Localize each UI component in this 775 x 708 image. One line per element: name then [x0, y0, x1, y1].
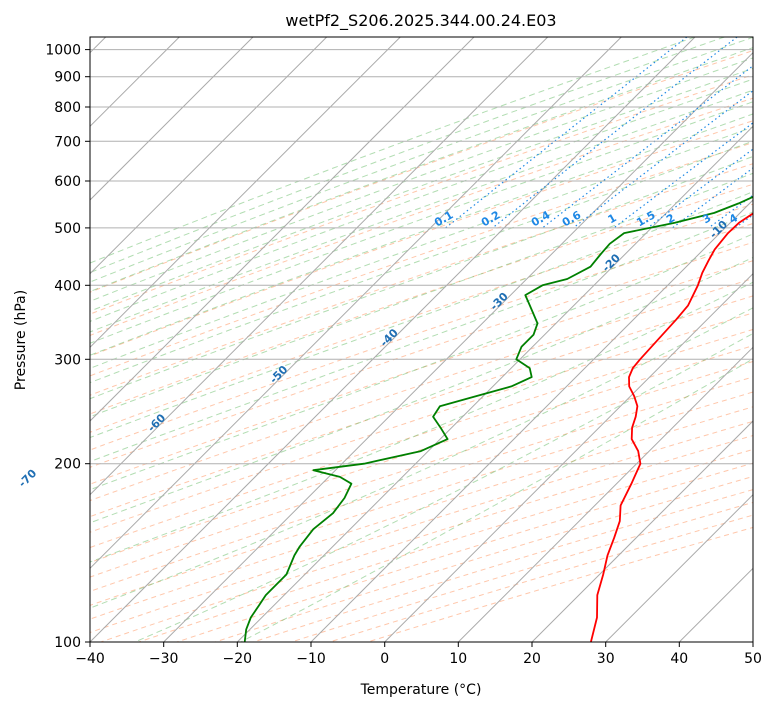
isotherm-line — [90, 37, 696, 642]
mixing-ratio-line — [492, 37, 738, 229]
x-tick-label: 30 — [597, 651, 615, 667]
moist-adiabat-line — [90, 101, 753, 344]
moist-adiabat-line — [90, 37, 725, 274]
x-tick-label: −40 — [75, 651, 105, 667]
dry-adiabat-line — [90, 345, 753, 564]
temperature-profile-line — [590, 212, 753, 642]
isotherm-line — [236, 125, 753, 642]
moist-adiabat-line — [90, 37, 753, 283]
moist-adiabat-line — [90, 256, 753, 524]
dewpoint-profile-line — [243, 195, 753, 642]
x-tick-label: −20 — [223, 651, 253, 667]
chart-title: wetPf2_S206.2025.344.00.24.E03 — [285, 11, 556, 31]
moist-adiabat-line — [90, 57, 753, 302]
moist-adiabat-line — [90, 47, 753, 293]
background-lines — [90, 37, 753, 642]
isotherm-label: -70 — [16, 467, 39, 490]
x-tick-label: 50 — [744, 651, 762, 667]
isotherm-line — [90, 37, 401, 349]
dry-adiabat-line — [90, 260, 753, 485]
profile-series — [243, 195, 753, 642]
isotherm-line — [457, 346, 753, 642]
isotherm-line — [752, 641, 753, 642]
moist-adiabat-line — [90, 37, 696, 264]
mixing-ratio-line — [647, 148, 753, 229]
pressure-gridlines — [90, 49, 753, 642]
y-tick-label: 1000 — [45, 43, 81, 59]
y-tick-label: 200 — [54, 457, 81, 473]
moist-adiabat-line — [90, 89, 753, 333]
isotherm-line — [605, 493, 753, 642]
isotherm-line — [90, 37, 475, 422]
y-tick-label: 800 — [54, 100, 81, 116]
moist-adiabat-line — [90, 233, 753, 491]
y-tick-label: 700 — [54, 134, 81, 150]
moist-adiabat-line — [240, 358, 753, 642]
isotherm-line — [531, 420, 753, 642]
moist-adiabat-line — [90, 155, 753, 400]
moist-adiabat-line — [90, 191, 753, 439]
dry-adiabat-line — [90, 241, 753, 468]
isotherm-line — [310, 199, 753, 642]
axes-ticks: −40 −30 −20 −10 0 10 20 30 40 50 100 200 300 400 500 60… — [45, 43, 762, 667]
x-tick-label: 10 — [449, 651, 467, 667]
isotherm-line — [90, 37, 328, 275]
dry-adiabat-line — [90, 391, 753, 606]
moist-adiabat-line — [90, 126, 753, 369]
moist-adiabat-line — [90, 211, 753, 463]
moist-adiabat-line — [90, 113, 753, 356]
y-tick-label: 400 — [54, 278, 81, 294]
moist-adiabat-line — [90, 172, 753, 418]
isotherm-line — [384, 272, 753, 642]
x-axis-title: Temperature (°C) — [360, 682, 482, 698]
dry-adiabat-line — [90, 203, 753, 433]
isotherm-line — [90, 37, 549, 496]
dry-adiabat-line — [90, 74, 753, 315]
x-tick-label: −10 — [296, 651, 326, 667]
x-tick-label: −30 — [149, 651, 179, 667]
dry-adiabat-line — [90, 142, 753, 377]
y-axis-title: Pressure (hPa) — [13, 290, 29, 390]
x-tick-label: 20 — [523, 651, 541, 667]
y-tick-label: 300 — [54, 352, 81, 368]
plot-background — [90, 37, 753, 642]
isotherm-line — [90, 37, 622, 570]
y-tick-label: 100 — [54, 635, 81, 651]
mixing-ratio-line — [445, 37, 688, 229]
isotherm-line — [163, 51, 753, 642]
x-tick-label: 0 — [380, 651, 389, 667]
plot-frame — [89, 36, 754, 643]
x-tick-label: 40 — [670, 651, 688, 667]
mixing-ratio-line — [572, 89, 753, 229]
dry-adiabat-line — [90, 97, 753, 336]
mixing-ratio-line — [672, 167, 753, 229]
y-tick-label: 500 — [54, 221, 81, 237]
dry-adiabat-line — [90, 50, 753, 293]
dry-adiabat-line — [90, 163, 753, 396]
y-tick-label: 900 — [54, 70, 81, 86]
isotherm-line — [90, 37, 254, 201]
dry-adiabat-line — [90, 295, 753, 518]
dry-adiabat-line — [90, 376, 753, 592]
y-tick-label: 600 — [54, 174, 81, 190]
